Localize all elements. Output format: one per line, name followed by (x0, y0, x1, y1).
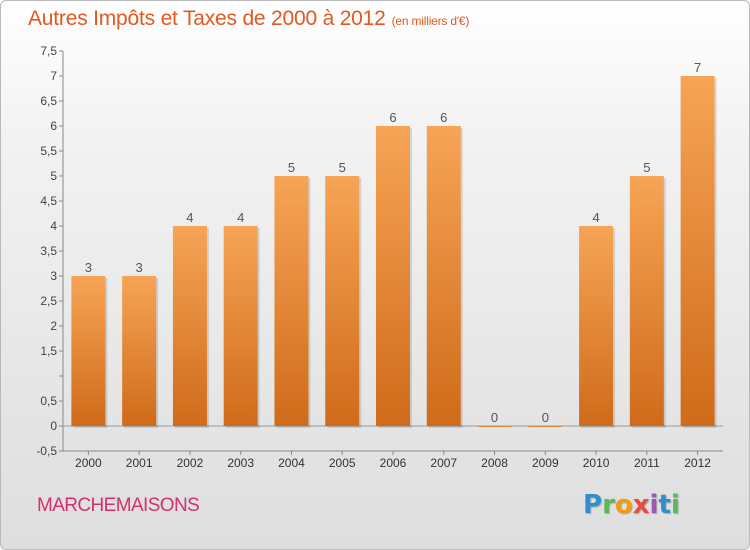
bar (376, 126, 410, 426)
x-tick-label: 2010 (583, 456, 610, 470)
data-label: 6 (440, 110, 447, 125)
commune-name: MARCHEMAISONS (37, 495, 200, 516)
bar (579, 226, 614, 426)
y-tick-label: 6 (50, 119, 57, 133)
bar (680, 76, 715, 426)
data-label: 4 (186, 210, 193, 225)
y-tick-label: 0 (50, 419, 57, 433)
y-tick-label: 7,5 (40, 44, 57, 58)
chart-title: Autres Impôts et Taxes de 2000 à 2012 (en… (28, 7, 469, 31)
bar (122, 276, 157, 426)
y-tick-label: 5,5 (40, 144, 57, 158)
x-tick-label: 2007 (430, 456, 457, 470)
logo-letter: P (583, 490, 603, 520)
data-label: 0 (542, 410, 549, 425)
y-tick-label: 3 (50, 269, 57, 283)
logo-letter: i (670, 490, 680, 520)
data-label: 6 (389, 110, 396, 125)
y-tick-label: 4 (50, 219, 57, 233)
chart-title-text: Autres Impôts et Taxes de 2000 à 2012 (28, 7, 386, 30)
x-tick-label: 2009 (532, 456, 559, 470)
logo-letter: x (632, 490, 650, 520)
data-label: 3 (136, 260, 143, 275)
data-label: 5 (339, 160, 346, 175)
x-tick-label: 2000 (75, 456, 102, 470)
data-label: 0 (491, 410, 498, 425)
x-tick-label: 2002 (177, 456, 204, 470)
y-tick-label: 2,5 (40, 294, 57, 308)
chart-unit: (en milliers d'€) (391, 14, 470, 28)
data-label: 4 (592, 210, 599, 225)
x-tick-label: 2011 (634, 456, 660, 470)
logo-letter: r (602, 490, 615, 520)
x-tick-label: 2006 (380, 456, 407, 470)
y-tick-label: 1,5 (40, 344, 57, 358)
x-tick-label: 2004 (278, 456, 305, 470)
bar (71, 276, 106, 426)
data-label: 3 (85, 260, 92, 275)
y-tick-label: 4,5 (40, 194, 57, 208)
x-tick-label: 2003 (227, 456, 254, 470)
bar (477, 426, 512, 427)
data-label: 4 (237, 210, 244, 225)
x-tick-label: 2005 (329, 456, 356, 470)
y-tick-label: 0,5 (40, 394, 57, 408)
data-label: 7 (694, 60, 701, 75)
bar (528, 426, 563, 427)
y-tick-label: -0,5 (36, 444, 57, 458)
y-tick-label: 2 (50, 319, 57, 333)
bar (426, 126, 461, 426)
data-label: 5 (288, 160, 295, 175)
bar (274, 176, 309, 426)
y-tick-label: 7 (50, 69, 57, 83)
bar (629, 176, 664, 426)
bar (325, 176, 360, 426)
logo-letter: i (649, 490, 659, 520)
y-tick-label: 6,5 (40, 94, 57, 108)
logo-letter: t (658, 490, 671, 520)
data-label: 5 (643, 160, 650, 175)
proxiti-logo: Proxiti (583, 490, 680, 520)
bar (172, 226, 207, 426)
x-tick-label: 2001 (126, 456, 153, 470)
x-tick-label: 2008 (481, 456, 508, 470)
logo-letter: o (614, 490, 633, 520)
y-tick-label: 5 (50, 169, 57, 183)
y-tick-label: 3,5 (40, 244, 57, 258)
bar (223, 226, 258, 426)
x-tick-label: 2012 (684, 456, 711, 470)
